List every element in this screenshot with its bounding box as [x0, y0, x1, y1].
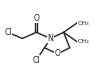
Text: Cl: Cl	[33, 56, 40, 65]
Text: N: N	[48, 34, 53, 43]
Text: CH₃: CH₃	[78, 21, 89, 26]
Text: O: O	[33, 14, 39, 23]
Text: O: O	[55, 49, 60, 58]
Text: Cl: Cl	[4, 28, 12, 37]
Text: CH₃: CH₃	[78, 39, 89, 44]
